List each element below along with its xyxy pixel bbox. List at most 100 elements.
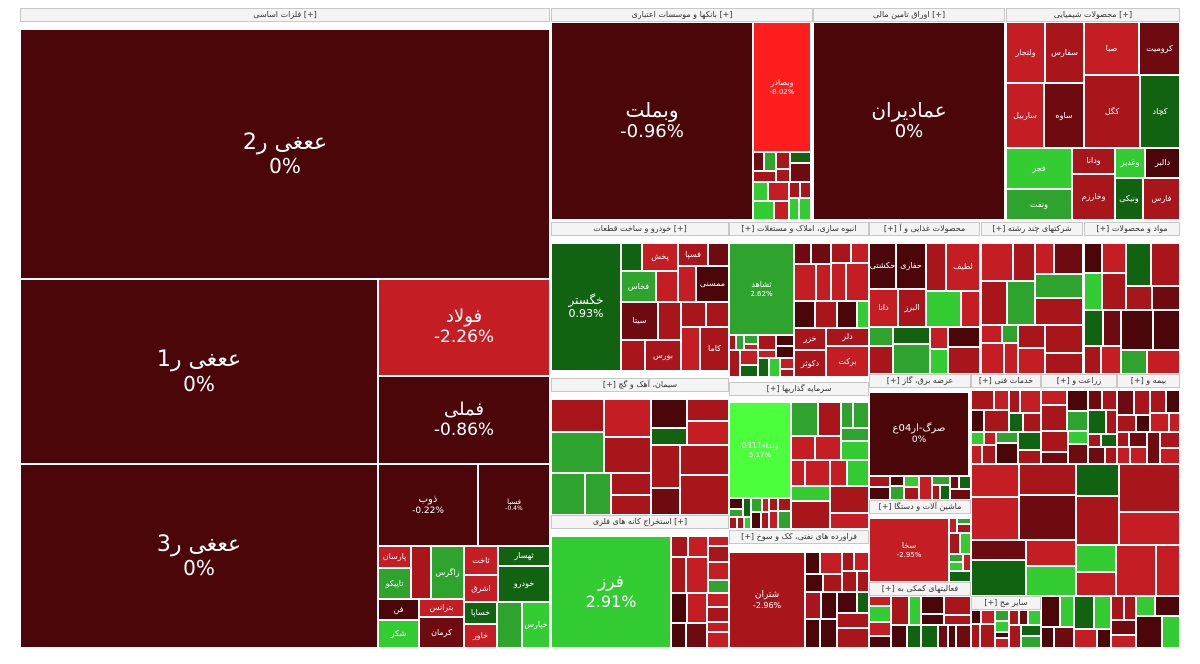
- stock-tile-small[interactable]: [1019, 464, 1076, 495]
- stock-tile-small[interactable]: [1054, 627, 1074, 648]
- stock-tile-small[interactable]: [960, 533, 971, 554]
- stock-tile-small[interactable]: [853, 402, 869, 428]
- stock-tile-small[interactable]: [1068, 431, 1088, 444]
- stock-tile-small[interactable]: [1074, 596, 1094, 629]
- stock-tile[interactable]: ذوب -0.22%: [378, 464, 478, 546]
- stock-tile-small[interactable]: [837, 301, 857, 328]
- stock-tile-small[interactable]: [789, 198, 799, 220]
- stock-tile-small[interactable]: [1041, 390, 1067, 405]
- stock-tile-small[interactable]: [1102, 390, 1117, 410]
- stock-tile-small[interactable]: [1018, 348, 1045, 374]
- stock-tile-small[interactable]: [815, 436, 841, 460]
- stock-tile-small[interactable]: [761, 512, 769, 529]
- stock-tile-small[interactable]: [851, 243, 869, 263]
- sector-header[interactable]: [+] شرکتهای چند رشته: [981, 222, 1083, 236]
- stock-tile-small[interactable]: صبا: [1084, 22, 1139, 75]
- stock-tile-small[interactable]: [774, 201, 789, 220]
- stock-tile-small[interactable]: [1160, 448, 1180, 464]
- sector-header[interactable]: [+] عرضه برق، گاز: [869, 374, 971, 388]
- stock-tile-small[interactable]: [791, 436, 815, 460]
- stock-tile-small[interactable]: [869, 327, 893, 346]
- stock-tile-small[interactable]: [1105, 447, 1117, 464]
- stock-tile-small[interactable]: [930, 327, 948, 349]
- stock-tile-small[interactable]: [981, 343, 1004, 374]
- stock-tile-small[interactable]: ودانا: [1072, 148, 1115, 174]
- stock-tile-small[interactable]: [869, 596, 891, 606]
- stock-tile-small[interactable]: [671, 623, 686, 648]
- stock-tile-small[interactable]: [686, 623, 707, 648]
- stock-tile-small[interactable]: [904, 476, 919, 487]
- stock-tile-small[interactable]: [831, 263, 846, 301]
- stock-tile-small[interactable]: ونفت: [1006, 189, 1072, 220]
- stock-tile-small[interactable]: [1068, 444, 1088, 464]
- stock-tile-small[interactable]: [805, 619, 820, 648]
- stock-tile-small[interactable]: [857, 301, 869, 328]
- stock-tile-small[interactable]: [753, 201, 774, 220]
- stock-tile-small[interactable]: [981, 325, 1002, 343]
- stock-tile-small[interactable]: [794, 264, 816, 301]
- stock-tile[interactable]: وبصادر -8.02%: [753, 22, 811, 152]
- stock-tile-small[interactable]: [800, 182, 811, 198]
- stock-tile-small[interactable]: [1152, 286, 1180, 310]
- stock-tile-small[interactable]: [996, 443, 1018, 464]
- stock-tile-small[interactable]: [893, 327, 930, 344]
- stock-tile-small[interactable]: [893, 344, 930, 374]
- stock-tile-small[interactable]: [411, 546, 431, 599]
- stock-tile-small[interactable]: [799, 198, 811, 220]
- stock-tile-small[interactable]: [1160, 432, 1180, 448]
- stock-tile-small[interactable]: [971, 410, 984, 432]
- sector-header[interactable]: خودرو و ساخت قطعات [+]: [551, 222, 729, 236]
- stock-tile-small[interactable]: [758, 358, 769, 377]
- sector-header[interactable]: [+] محصولات غذایی و آ: [869, 222, 980, 236]
- stock-tile-small[interactable]: [1045, 353, 1083, 374]
- stock-tile-small[interactable]: [740, 365, 758, 377]
- stock-tile-small[interactable]: [1130, 447, 1147, 464]
- stock-tile-small[interactable]: [837, 613, 869, 628]
- stock-tile-small[interactable]: [995, 610, 1009, 621]
- stock-tile-small[interactable]: [847, 460, 869, 486]
- stock-tile-small[interactable]: [707, 607, 729, 622]
- stock-tile-small[interactable]: [1002, 325, 1018, 343]
- stock-tile[interactable]: ععغی ر1 0%: [20, 279, 378, 464]
- stock-tile-small[interactable]: [1067, 390, 1088, 411]
- stock-tile-small[interactable]: [1088, 390, 1102, 410]
- stock-tile-small[interactable]: [758, 335, 776, 350]
- stock-tile-small[interactable]: [1013, 243, 1035, 281]
- stock-tile-small[interactable]: [949, 562, 963, 571]
- stock-tile-small[interactable]: [831, 243, 851, 263]
- stock-tile-small[interactable]: حکشتی: [869, 243, 896, 289]
- stock-tile-small[interactable]: [737, 517, 744, 529]
- stock-tile-small[interactable]: [963, 554, 971, 571]
- stock-tile-small[interactable]: [841, 441, 869, 460]
- stock-tile-small[interactable]: [995, 638, 1009, 648]
- stock-tile-small[interactable]: [621, 340, 645, 371]
- stock-tile-small[interactable]: [791, 501, 830, 529]
- stock-tile-small[interactable]: [811, 243, 831, 264]
- stock-tile-small[interactable]: کاما: [700, 327, 729, 371]
- stock-tile-small[interactable]: [778, 498, 791, 511]
- stock-tile-small[interactable]: حفاری: [896, 243, 926, 289]
- stock-tile-small[interactable]: لطيف: [946, 243, 980, 291]
- stock-tile-small[interactable]: [688, 536, 708, 557]
- stock-tile-small[interactable]: خودرو: [498, 566, 550, 602]
- stock-tile-small[interactable]: [671, 593, 687, 623]
- stock-tile-small[interactable]: [551, 399, 604, 432]
- stock-tile-small[interactable]: [658, 302, 681, 340]
- stock-tile-small[interactable]: [971, 445, 982, 464]
- sector-header[interactable]: [+] مواد و محصولات: [1084, 222, 1180, 236]
- sector-header[interactable]: [+] فعالیتهای کمکی به: [869, 582, 971, 596]
- stock-tile-small[interactable]: ولتجار: [1006, 22, 1045, 83]
- stock-tile-small[interactable]: [1134, 390, 1150, 415]
- stock-tile-small[interactable]: [707, 593, 729, 607]
- stock-tile-small[interactable]: [948, 625, 956, 648]
- stock-tile-small[interactable]: [551, 473, 585, 515]
- stock-tile-small[interactable]: [921, 625, 938, 648]
- stock-tile-small[interactable]: [651, 488, 680, 515]
- stock-tile-small[interactable]: ساوه: [1044, 83, 1084, 148]
- stock-tile-small[interactable]: [930, 349, 948, 374]
- sector-header[interactable]: [+] سیمان، آهک و گچ: [551, 378, 729, 392]
- stock-tile-small[interactable]: [753, 171, 776, 182]
- stock-tile-small[interactable]: [1019, 610, 1028, 625]
- stock-tile-small[interactable]: [857, 592, 869, 613]
- stock-tile-small[interactable]: خساپا: [464, 602, 497, 624]
